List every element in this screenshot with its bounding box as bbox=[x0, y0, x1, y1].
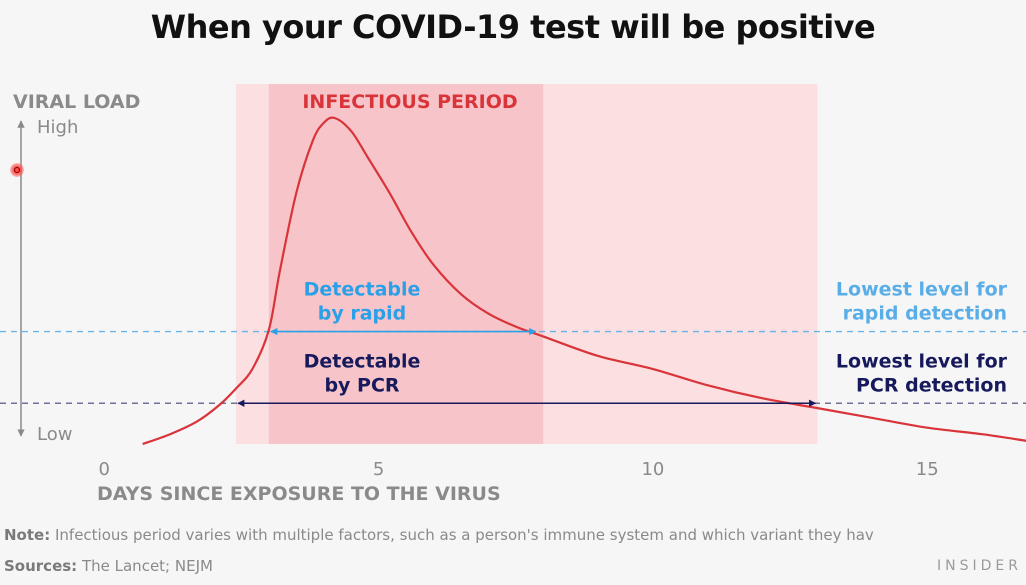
y-tick-label: Low bbox=[37, 424, 72, 445]
threshold-label-0: rapid detection bbox=[843, 303, 1007, 325]
range-arrows bbox=[237, 327, 817, 407]
y-tick-label: High bbox=[37, 117, 78, 138]
brand-logo: INSIDER bbox=[937, 558, 1022, 574]
x-axis-title: DAYS SINCE EXPOSURE TO THE VIRUS bbox=[97, 483, 501, 505]
thresholds bbox=[0, 330, 1026, 404]
threshold-label-1: Lowest level for bbox=[836, 350, 1008, 372]
x-tick-label: 10 bbox=[641, 459, 664, 480]
range-label-1: Detectable bbox=[304, 350, 421, 372]
data-series bbox=[142, 116, 1026, 446]
x-tick-label: 5 bbox=[373, 459, 384, 480]
footer-note: Note: Infectious period varies with mult… bbox=[4, 526, 874, 544]
range-label-1: by PCR bbox=[324, 374, 399, 396]
viral-load-curve bbox=[142, 116, 1026, 446]
footer-sources: Sources: The Lancet; NEJM bbox=[4, 557, 213, 575]
range-label-0: Detectable bbox=[304, 279, 421, 301]
shaded-region-1 bbox=[268, 84, 544, 444]
range-label-0: by rapid bbox=[318, 303, 407, 325]
threshold-label-0: Lowest level for bbox=[836, 279, 1008, 301]
note-label: Note: bbox=[4, 526, 51, 544]
chart-title: When your COVID-19 test will be positive bbox=[150, 8, 876, 46]
y-axis-title: VIRAL LOAD bbox=[13, 91, 140, 113]
x-tick-label: 0 bbox=[99, 459, 110, 480]
sources-label: Sources: bbox=[4, 557, 78, 575]
threshold-label-1: PCR detection bbox=[856, 374, 1007, 396]
infectious-period-label: INFECTIOUS PERIOD bbox=[302, 91, 517, 113]
note-text: Infectious period varies with multiple f… bbox=[54, 526, 874, 544]
shaded-regions bbox=[235, 84, 818, 444]
x-tick-label: 15 bbox=[916, 459, 939, 480]
sources-text: The Lancet; NEJM bbox=[81, 557, 213, 575]
chart-svg: VIRAL LOAD Low High 0 5 10 15 DAYS SINCE EXPOSU… bbox=[0, 84, 1026, 505]
axes: VIRAL LOAD Low High 0 5 10 15 DAYS SINCE EXPOSU… bbox=[13, 91, 939, 505]
cursor-indicator bbox=[10, 163, 24, 177]
